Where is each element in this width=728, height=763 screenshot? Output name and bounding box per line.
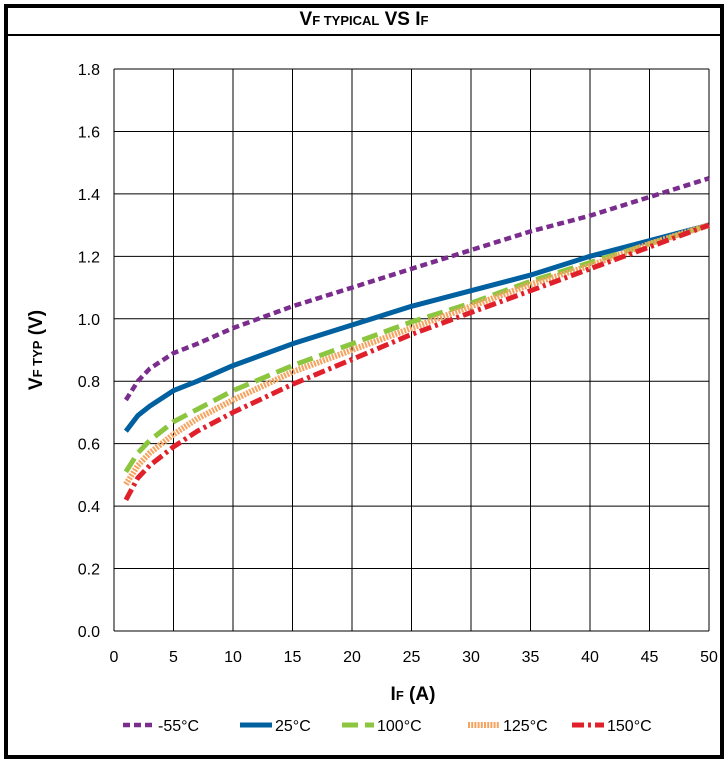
x-axis-label: IF (A) (391, 684, 436, 705)
x-tick-label: 20 (343, 649, 361, 666)
x-tick-label: 30 (462, 649, 480, 666)
y-tick-label: 0.4 (78, 499, 100, 516)
y-tick-label: 0.0 (78, 624, 100, 641)
y-tick-label: 0.6 (78, 437, 100, 454)
y-tick-label: 1.2 (78, 249, 100, 266)
x-tick-label: 25 (403, 649, 421, 666)
series-lines (123, 176, 710, 502)
title-bar: VF TYPICAL VS IF (8, 8, 720, 36)
series-line-1 (123, 222, 710, 433)
x-tick-label: 35 (522, 649, 540, 666)
series-line-4 (123, 222, 710, 502)
y-tick-labels: 0.0 0.2 0.4 0.6 0.8 1.0 1.2 1.4 1.6 1.8 (78, 62, 100, 641)
y-tick-label: 1.6 (78, 124, 100, 141)
y-tick-label: 1.0 (78, 312, 100, 329)
legend-label-3: 125°C (503, 718, 548, 735)
chart-frame: VF TYPICAL VS IF (4, 4, 724, 759)
x-tick-label: 0 (110, 649, 119, 666)
grid (113, 68, 710, 632)
y-tick-label: 1.8 (78, 62, 100, 79)
y-tick-label: 1.4 (78, 187, 100, 204)
series-line-2 (123, 222, 710, 474)
x-tick-labels: 0 5 10 15 20 25 30 35 40 45 50 (110, 649, 718, 666)
x-tick-label: 5 (169, 649, 178, 666)
series-line-3 (123, 222, 710, 486)
chart-title: VF TYPICAL VS IF (299, 9, 429, 30)
y-tick-label: 0.8 (78, 374, 100, 391)
legend: -55°C 25°C 100°C 125°C 150°C (123, 718, 652, 735)
x-tick-label: 50 (700, 649, 718, 666)
legend-label-1: 25°C (275, 718, 311, 735)
legend-label-4: 150°C (607, 718, 652, 735)
series-line-0 (123, 176, 710, 402)
y-tick-label: 0.2 (78, 562, 100, 579)
y-axis-label: VF TYP (V) (26, 310, 47, 390)
x-tick-label: 45 (641, 649, 659, 666)
legend-label-2: 100°C (377, 718, 422, 735)
legend-label-0: -55°C (158, 718, 199, 735)
x-tick-label: 10 (224, 649, 242, 666)
x-tick-label: 15 (284, 649, 302, 666)
x-tick-label: 40 (581, 649, 599, 666)
